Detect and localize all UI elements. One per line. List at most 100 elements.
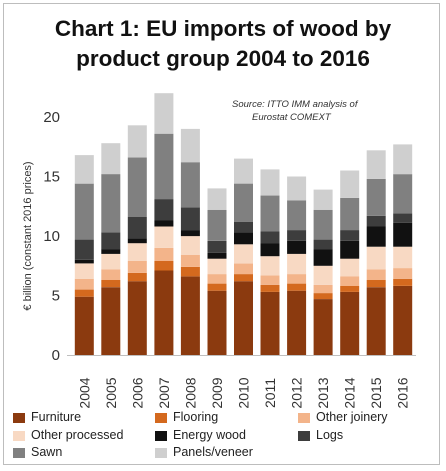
legend-swatch (298, 412, 310, 423)
bar-segment (313, 284, 333, 294)
x-tick-label: 2011 (262, 378, 278, 408)
bar-segment (260, 195, 280, 232)
bar-segment (260, 169, 280, 196)
bar-segment (180, 276, 200, 355)
bar-segment (287, 240, 307, 254)
bar-segment (180, 266, 200, 277)
bar-segment (366, 287, 386, 355)
legend-item: Flooring (155, 410, 218, 424)
bar-segment (207, 258, 227, 275)
legend-swatch (13, 412, 25, 423)
bar-segment (340, 240, 360, 259)
bar-segment (101, 287, 121, 355)
bar-segment (366, 150, 386, 179)
bar-segment (340, 197, 360, 230)
bar-segment (127, 243, 147, 261)
bar-segment (101, 232, 121, 250)
x-tick-label: 2010 (236, 377, 252, 408)
bar-segment (366, 269, 386, 280)
x-tick-label: 2013 (315, 377, 331, 408)
bar-segment (74, 263, 94, 279)
bar-segment (127, 272, 147, 282)
bar-segment (207, 283, 227, 291)
bar-segment (180, 162, 200, 208)
bar-segment (313, 209, 333, 240)
bar-segment (287, 253, 307, 275)
bar-segment (287, 283, 307, 291)
bar-segment (287, 176, 307, 201)
bar-segment (260, 291, 280, 355)
legend-item: Energy wood (155, 428, 246, 442)
legend-item: Panels/veneer (155, 445, 253, 459)
x-tick-label: 2015 (368, 377, 384, 408)
bar-segment (207, 274, 227, 284)
bar-segment (340, 258, 360, 277)
x-tick-label: 2004 (76, 377, 92, 408)
legend-label: Energy wood (173, 428, 246, 442)
bar-segment (180, 230, 200, 237)
legend-swatch (298, 430, 310, 441)
bar-segment (260, 231, 280, 244)
bar-segment (393, 213, 413, 223)
bar-segment (74, 289, 94, 297)
bar-segment (234, 281, 253, 355)
bar-segment (287, 230, 307, 241)
bar-segment (127, 157, 147, 217)
source-note: Source: ITTO IMM analysis of Eurostat CO… (232, 98, 422, 124)
y-tick-label: 5 (52, 288, 60, 305)
bar-segment (393, 222, 413, 247)
bar-segment (74, 296, 94, 355)
bar-segment (207, 290, 227, 355)
bar-segment (260, 256, 280, 276)
legend-item: Other joinery (298, 410, 388, 424)
legend-swatch (155, 447, 167, 458)
x-tick-label: 2014 (342, 377, 358, 408)
bar-segment (154, 261, 174, 271)
bar-segment (260, 243, 280, 257)
bar-segment (127, 281, 147, 355)
legend-swatch (155, 412, 167, 423)
bar-segment (180, 128, 200, 163)
x-tick-label: 2012 (289, 377, 305, 408)
bar-segment (74, 259, 94, 264)
bar-segment (234, 158, 253, 184)
bar-segment (234, 263, 253, 275)
bar-segment (287, 274, 307, 284)
legend-swatch (13, 447, 25, 458)
bar-segment (340, 170, 360, 198)
bar-segment (101, 249, 121, 254)
legend-item: Furniture (13, 410, 81, 424)
x-tick-label: 2005 (103, 377, 119, 408)
chart-title-line-2: product group 2004 to 2016 (76, 46, 370, 71)
bar-segment (154, 199, 174, 221)
bar-segment (234, 244, 253, 264)
bar-segment (366, 246, 386, 270)
bar-segment (154, 133, 174, 200)
y-tick-label: 20 (43, 109, 60, 126)
legend-label: Other joinery (316, 410, 388, 424)
legend-swatch (13, 430, 25, 441)
legend-item: Other processed (13, 428, 123, 442)
bar-segment (154, 93, 174, 134)
bar-segment (366, 215, 386, 227)
bar-segment (313, 189, 333, 210)
bar-segment (393, 174, 413, 214)
bar-segment (366, 280, 386, 288)
bar-segment (234, 221, 253, 233)
bar-segment (101, 174, 121, 233)
x-tick-label: 2016 (395, 377, 411, 408)
legend-item: Sawn (13, 445, 62, 459)
bar-segment (74, 278, 94, 290)
legend-label: Logs (316, 428, 344, 442)
bar-segment (180, 236, 200, 255)
bar-segment (313, 249, 333, 266)
bar-segment (180, 255, 200, 267)
bar-segment (313, 299, 333, 355)
bar-segment (154, 220, 174, 227)
legend-label: Other processed (31, 428, 124, 442)
bar-segment (340, 230, 360, 241)
bar-segment (340, 286, 360, 292)
y-tick-label: 10 (43, 228, 60, 245)
bar-segment (393, 278, 413, 286)
